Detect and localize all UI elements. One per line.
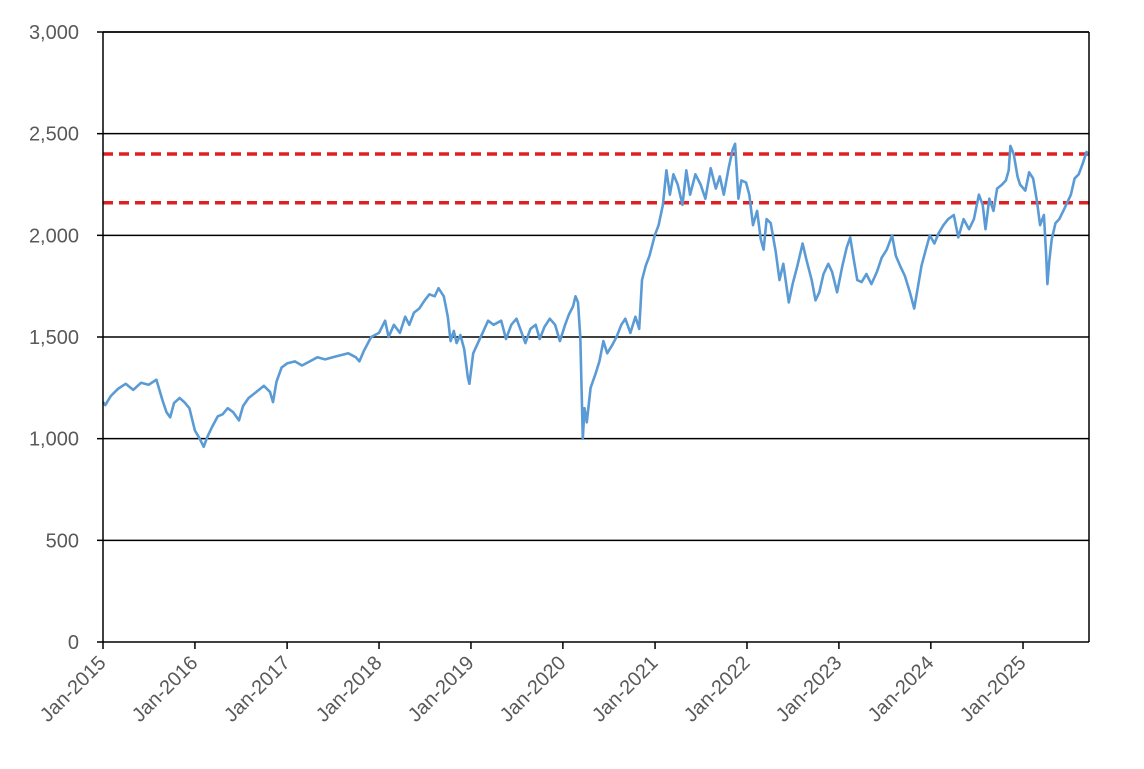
y-tick-label: 500 — [46, 530, 79, 552]
x-tick-label: Jan-2015 — [36, 652, 111, 727]
y-tick-label: 0 — [68, 632, 79, 654]
x-tick-label: Jan-2023 — [772, 652, 847, 727]
x-tick-label: Jan-2024 — [864, 652, 939, 727]
x-tick-label: Jan-2021 — [588, 652, 663, 727]
y-tick-label: 1,000 — [29, 429, 79, 451]
x-tick-labels: Jan-2015 Jan-2016 Jan-2017 Jan-2018 Jan-2019… — [36, 652, 1031, 727]
series-line — [101, 142, 1090, 449]
axes — [97, 31, 1090, 649]
x-tick-label: Jan-2025 — [956, 652, 1031, 727]
y-tick-label: 2,500 — [29, 124, 79, 146]
x-tick-label: Jan-2022 — [680, 652, 755, 727]
grid-lines — [103, 31, 1089, 542]
x-tick-label: Jan-2020 — [496, 652, 571, 727]
reference-lines — [103, 152, 1089, 205]
y-tick-label: 3,000 — [29, 22, 79, 44]
x-tick-label: Jan-2018 — [312, 652, 387, 727]
x-tick-label: Jan-2017 — [220, 652, 295, 727]
series-group — [101, 142, 1090, 449]
x-tick-label: Jan-2019 — [404, 652, 479, 727]
x-tick-label: Jan-2016 — [128, 652, 203, 727]
y-tick-label: 1,500 — [29, 327, 79, 349]
y-tick-labels: 0 500 1,000 1,500 2,000 2,500 3,000 — [29, 22, 79, 654]
y-tick-label: 2,000 — [29, 225, 79, 247]
